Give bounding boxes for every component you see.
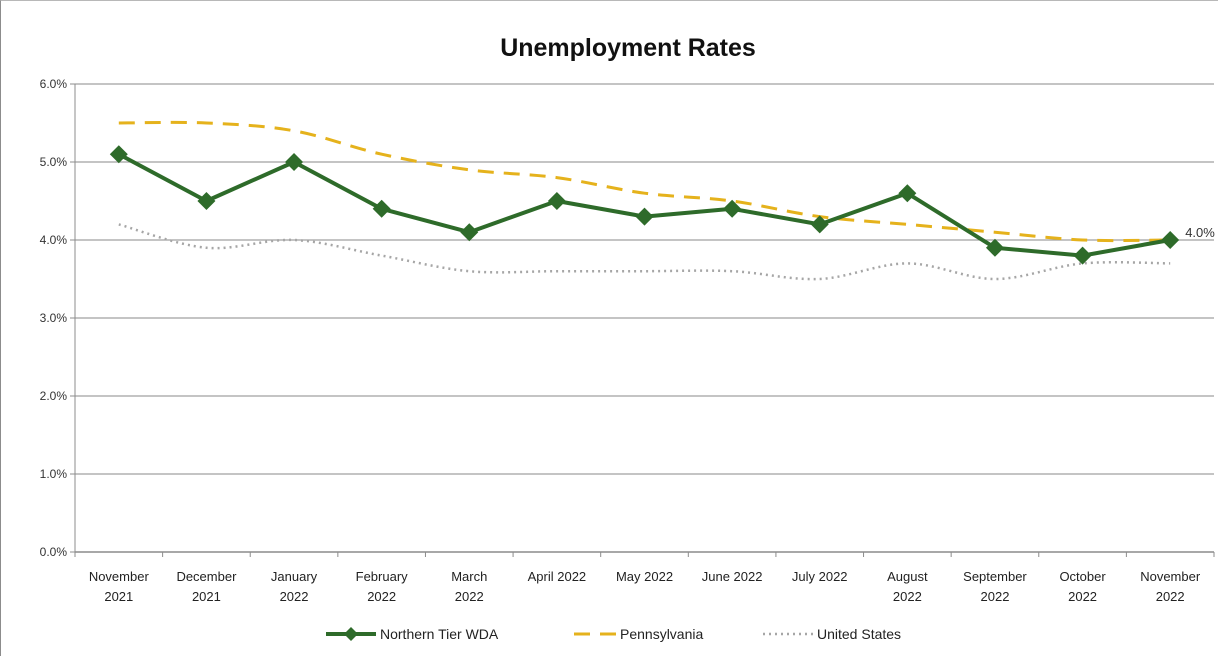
x-tick-label: February 2022 — [356, 569, 409, 604]
x-axis-ticks: November 2021 December 2021 January 2022 Febru… — [74, 552, 1215, 604]
x-tick-label: January 2022 — [271, 569, 318, 604]
x-tick-label: November 2022 — [1140, 569, 1201, 604]
series-lines — [117, 120, 1171, 281]
data-point-marker — [723, 199, 742, 218]
data-point-marker — [197, 192, 216, 210]
x-tick-label: September 2022 — [963, 569, 1027, 604]
data-point-marker — [810, 215, 829, 234]
x-tick-label: November 2021 — [89, 569, 150, 604]
y-tick-label: 4.0% — [40, 233, 68, 247]
y-tick-label: 0.0% — [40, 545, 68, 559]
y-tick-label: 1.0% — [40, 467, 68, 481]
legend-label: Northern Tier WDA — [380, 626, 499, 642]
y-tick-label: 5.0% — [40, 155, 68, 169]
series-line-pennsylvania — [118, 120, 1171, 243]
data-point-marker — [547, 192, 566, 210]
x-tick-label: October 2022 — [1059, 569, 1106, 604]
x-tick-label: May 2022 — [616, 569, 673, 584]
data-point-marker — [372, 199, 391, 218]
data-point-marker — [285, 153, 304, 171]
chart-title: Unemployment Rates — [500, 34, 756, 62]
y-tick-label: 6.0% — [40, 77, 68, 91]
legend-marker — [344, 627, 358, 641]
data-labels: 4.0% — [1185, 225, 1215, 240]
x-tick-label: March 2022 — [451, 569, 487, 604]
data-point-marker — [109, 145, 128, 164]
y-tick-label: 3.0% — [40, 311, 68, 325]
data-point-marker — [635, 207, 654, 226]
y-tick-label: 2.0% — [40, 389, 68, 403]
data-point-marker — [1073, 246, 1092, 265]
data-point-marker — [898, 184, 917, 203]
data-point-marker — [985, 238, 1004, 257]
x-tick-label: April 2022 — [528, 569, 587, 584]
legend: Northern Tier WDA Pennsylvania United Stat… — [326, 626, 901, 642]
series-line-united-states — [118, 223, 1171, 281]
gridlines — [75, 83, 1214, 475]
series-markers — [109, 145, 1180, 265]
y-axis-ticks: 0.0% 1.0% 2.0% 3.0% 4.0% 5.0% 6.0% — [40, 77, 75, 559]
x-tick-label: December 2021 — [176, 569, 237, 604]
data-point-marker — [1161, 231, 1180, 249]
x-tick-label: August 2022 — [887, 569, 928, 604]
legend-label: Pennsylvania — [620, 626, 703, 642]
data-label: 4.0% — [1185, 225, 1215, 240]
data-point-marker — [460, 223, 479, 242]
x-tick-label: June 2022 — [702, 569, 763, 584]
x-tick-label: July 2022 — [792, 569, 848, 584]
legend-label: United States — [817, 626, 901, 642]
